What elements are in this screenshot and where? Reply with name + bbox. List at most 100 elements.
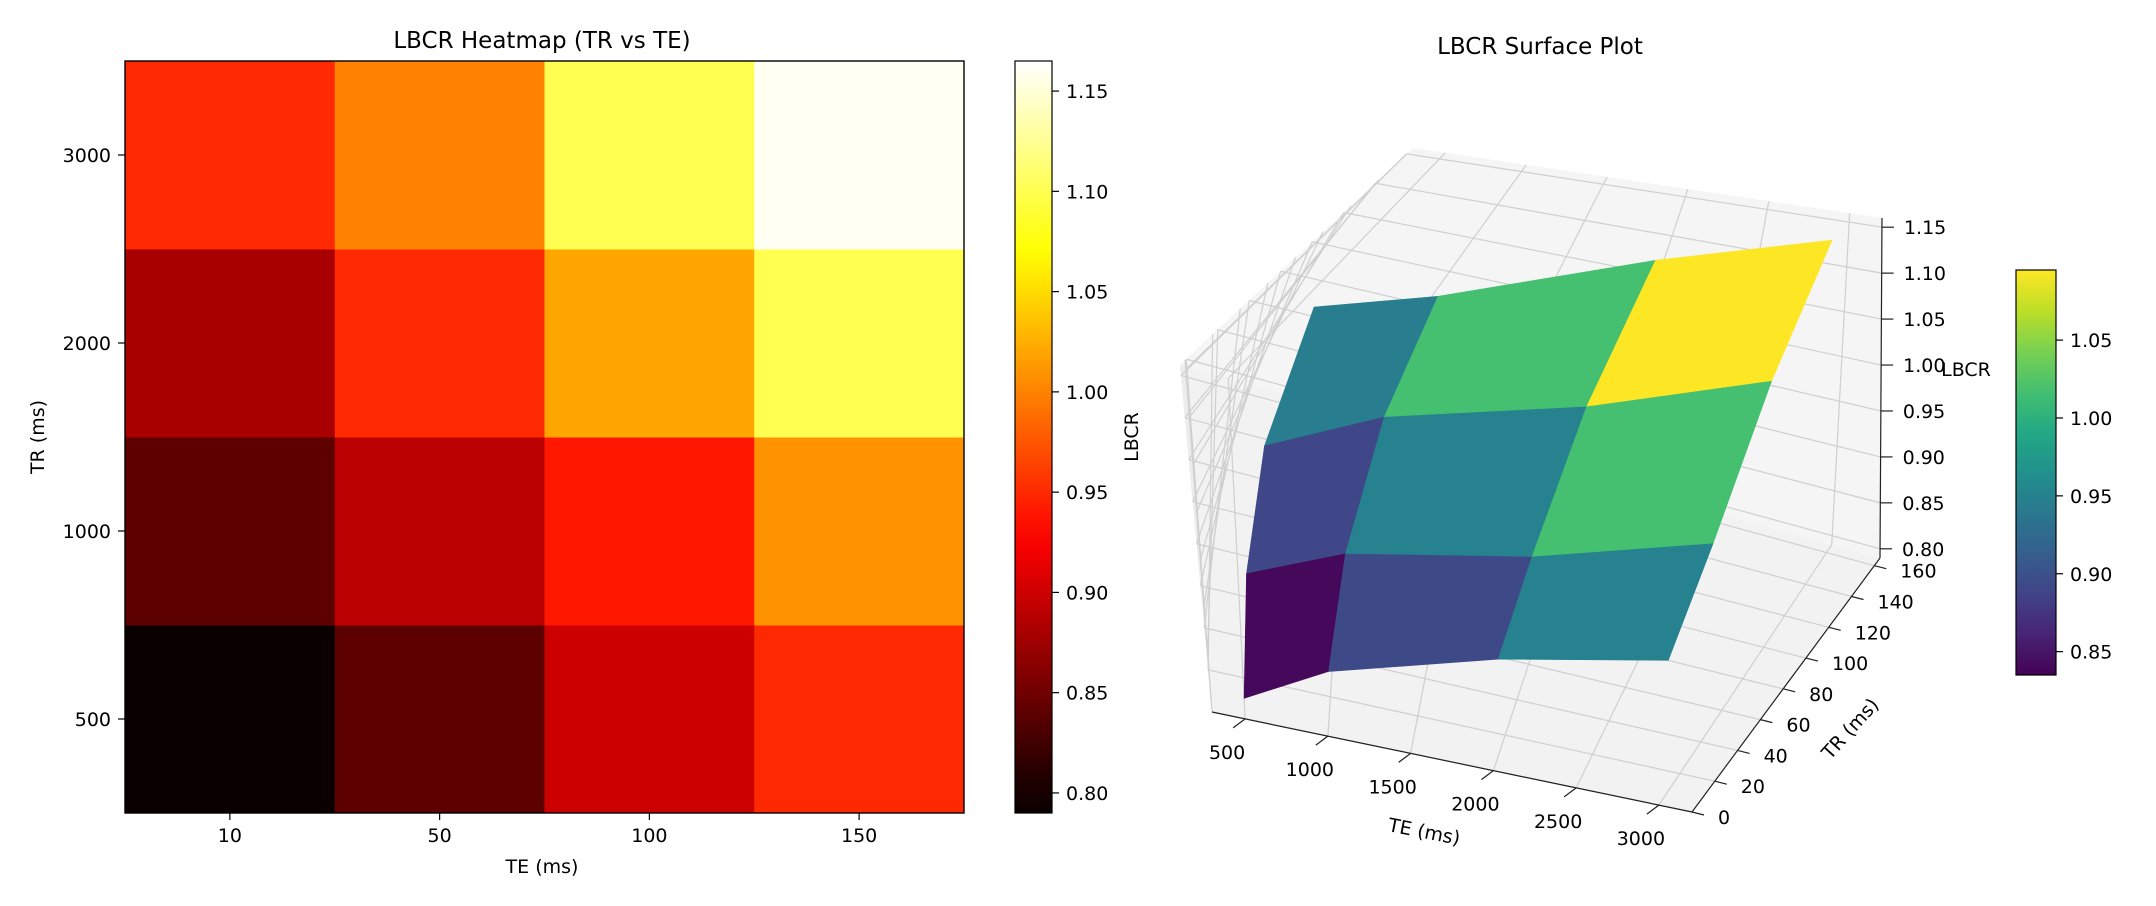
surface-x-axis-line [1211,711,1693,813]
surface-x-tick-label: 1000 [1286,759,1334,781]
surface-y-tick-label: 80 [1809,684,1833,706]
surface-grid-line [1406,153,1883,228]
surface-x-tick [1481,770,1494,781]
heatmap-cell [125,61,336,250]
heatmap-x-label: TE (ms) [505,856,579,878]
surface-x-tick [1646,804,1660,815]
heatmap-colorbar-gradient [1014,60,1053,814]
surface-z-tick-label: 0.95 [1903,401,1945,423]
heatmap-y-ticks: 500 1000 2000 3000 [63,145,125,731]
surface-colorbar-tick-label: 0.95 [2070,486,2112,508]
surface-x-tick-label: 500 [1209,742,1245,764]
surface-y-tick-label: 20 [1741,776,1765,798]
surface-z-axis-line [1879,217,1883,559]
surface-grid-line [1831,213,1851,545]
surface-grid-line [1188,182,1376,418]
heatmap-cell [754,249,965,438]
surface-x-tick-label: 2500 [1534,811,1582,833]
heatmap-cell [754,437,965,626]
surface-y-tick [1737,749,1750,755]
heatmap-x-ticks: 10 50 100 150 [218,813,877,847]
surface-y-tick [1805,657,1819,662]
surface-y-tick-label: 0 [1718,807,1730,829]
heatmap-cell [334,625,545,814]
surface-z-tick-label: 0.80 [1902,539,1944,561]
heatmap-panel: LBCR Heatmap (TR vs TE) 10 50 100 150 500 10… [27,28,965,878]
surface-x-tick-label: 2000 [1451,794,1499,816]
heatmap-y-label: TR (ms) [27,400,49,475]
surface-grid-line [1227,378,1246,719]
heatmap-cell [125,437,336,626]
heatmap-y-tick-label: 500 [75,709,111,731]
surface-x-tick [1232,718,1246,729]
surface-y-tick [1874,565,1887,570]
heatmap-colorbar-tick-label: 0.85 [1066,683,1108,705]
surface-z-tick-label: 1.00 [1903,355,1945,377]
surface-y-tick-label: 120 [1855,622,1891,644]
heatmap-cell [544,249,755,438]
heatmap-colorbar-tick-label: 1.00 [1066,382,1108,404]
surface-x-tick [1315,735,1329,746]
surface-x-tick [1563,787,1577,798]
heatmap-x-tick-label: 10 [218,825,242,847]
heatmap-colorbar-ticks: 0.80 0.85 0.90 0.95 1.00 1.05 1.10 1.15 [1052,81,1108,805]
heatmap-cells [125,61,965,814]
surface-colorbar: 0.85 0.90 0.95 1.00 1.05 [2015,269,2112,676]
surface-face [1243,553,1346,699]
surface-z-label: LBCR [1941,359,1991,381]
surface-grid-line [1658,544,1833,806]
surface-z-tick-label: 1.10 [1904,263,1946,285]
heatmap-colorbar-tick-label: 1.15 [1066,81,1108,103]
surface-y-axis-line [1691,557,1881,813]
heatmap-cell [334,61,545,250]
surface-colorbar-gradient [2015,269,2057,676]
heatmap-colorbar-tick-label: 1.10 [1066,181,1108,203]
surface-y-tick-label: 140 [1878,591,1914,613]
heatmap-cell [544,61,755,250]
heatmap-cell [544,625,755,814]
heatmap-colorbar-tick-label: 0.95 [1066,482,1108,504]
heatmap-cell [334,249,545,438]
surface-y-tick-label: 100 [1832,653,1868,675]
surface-y-tick [1691,811,1705,816]
heatmap-x-tick-label: 50 [428,825,452,847]
heatmap-y-tick-label: 2000 [63,333,111,355]
heatmap-colorbar-label: LBCR [1121,412,1143,462]
surface-y-tick [1760,719,1773,724]
heatmap-x-tick-label: 150 [841,825,877,847]
heatmap-cell [754,61,965,250]
surface-colorbar-ticks: 0.85 0.90 0.95 1.00 1.05 [2056,330,2112,664]
surface-grid-line [1185,153,1408,370]
surface-y-tick-label: 60 [1786,715,1810,737]
heatmap-colorbar: 0.80 0.85 0.90 0.95 1.00 1.05 1.10 1.15 LBCR [1014,60,1143,814]
surface-y-tick [1714,780,1727,785]
heatmap-title: LBCR Heatmap (TR vs TE) [393,28,690,54]
surface-z-tick-label: 0.85 [1902,493,1944,515]
heatmap-frame [124,60,965,814]
heatmap-cell [125,625,336,814]
surface-grid-line [1207,669,1715,782]
heatmap-colorbar-tick-label: 0.90 [1066,582,1108,604]
heatmap-cell [544,437,755,626]
surface-colorbar-tick-label: 0.85 [2070,642,2112,664]
surface-y-tick [1851,595,1864,601]
surface-z-tick-label: 1.05 [1903,309,1945,331]
surface-x-tick-label: 3000 [1617,828,1665,850]
surface-y-tick [1828,626,1841,631]
heatmap-cell [125,249,336,438]
surface-x-tick-label: 1500 [1368,776,1416,798]
heatmap-colorbar-tick-label: 1.05 [1066,282,1108,304]
surface-axes [1211,217,1883,813]
surface-faces [1243,239,1833,699]
surface-z-tick-label: 1.15 [1904,217,1946,239]
surface-y-tick-label: 40 [1764,745,1788,767]
heatmap-cell [334,437,545,626]
surface-panel: LBCR Surface Plot 5001000150020002500300… [1180,34,1991,850]
heatmap-y-tick-label: 1000 [63,521,111,543]
surface-x-label: TE (ms) [1385,814,1462,850]
heatmap-y-tick-label: 3000 [63,145,111,167]
surface-colorbar-tick-label: 1.05 [2070,330,2112,352]
heatmap-x-tick-label: 100 [631,825,667,847]
surface-colorbar-tick-label: 1.00 [2070,408,2112,430]
